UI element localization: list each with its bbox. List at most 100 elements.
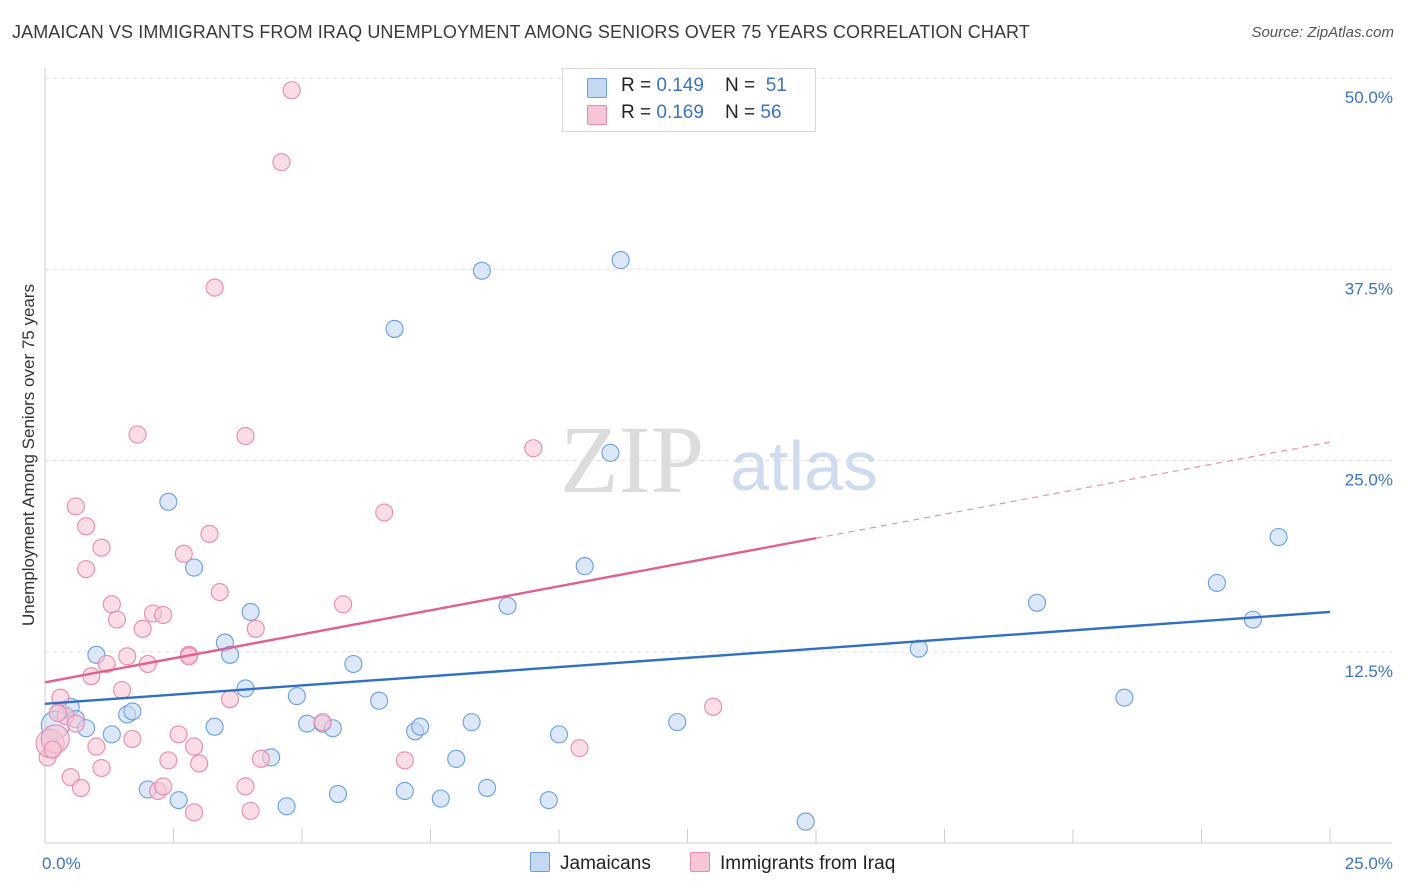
iraq-point-45 bbox=[282, 81, 301, 100]
iraq-point-42 bbox=[246, 619, 265, 638]
iraq-trend-extension bbox=[815, 441, 1331, 539]
jamaicans-point-40 bbox=[601, 443, 620, 462]
watermark-zip: ZIP bbox=[560, 406, 704, 513]
data-points bbox=[35, 81, 1288, 831]
correlation-legend: R = 0.149 N = 51 R = 0.169 N = 56 bbox=[562, 68, 816, 132]
iraq-point-30 bbox=[174, 544, 193, 563]
jamaicans-point-32 bbox=[447, 749, 466, 768]
iraq-point-22 bbox=[133, 619, 152, 638]
jamaicans-point-34 bbox=[472, 261, 491, 280]
iraq-point-10 bbox=[77, 560, 96, 579]
watermark-atlas: atlas bbox=[730, 427, 878, 505]
jamaicans-point-35 bbox=[477, 778, 497, 797]
y-tick-label-1: 25.0% bbox=[1345, 471, 1393, 490]
iraq-point-35 bbox=[200, 524, 219, 543]
iraq-point-27 bbox=[154, 777, 173, 796]
jamaicans-point-28 bbox=[395, 781, 414, 801]
jamaicans-point-25 bbox=[344, 654, 363, 674]
jamaicans-point-46 bbox=[1115, 688, 1134, 707]
bottom-legend-label-iraq: Immigrants from Iraq bbox=[720, 853, 896, 874]
jamaicans-point-31 bbox=[431, 789, 450, 808]
iraq-point-36 bbox=[205, 278, 224, 297]
iraq-point-48 bbox=[375, 503, 394, 522]
bottom-legend-label-jamaicans: Jamaicans bbox=[560, 853, 651, 874]
iraq-point-20 bbox=[123, 729, 142, 749]
iraq-point-33 bbox=[185, 803, 204, 822]
iraq-point-53 bbox=[43, 740, 62, 759]
bottom-legend-jamaicans: Jamaicans bbox=[530, 852, 651, 875]
jamaicans-point-26 bbox=[370, 691, 389, 710]
x-tick-label-min: 0.0% bbox=[42, 854, 81, 873]
jamaicans-point-20 bbox=[287, 687, 306, 706]
bottom-legend-iraq: Immigrants from Iraq bbox=[690, 852, 895, 875]
jamaicans-point-21 bbox=[298, 714, 317, 733]
jamaicans-point-13 bbox=[205, 717, 224, 736]
source-label: Source: ZipAtlas.com bbox=[1251, 24, 1394, 41]
y-tick-labels: 12.5% 25.0% 37.5% 50.0% bbox=[1345, 88, 1393, 681]
iraq-point-17 bbox=[107, 610, 127, 629]
jamaicans-point-30 bbox=[411, 717, 430, 736]
iraq-point-39 bbox=[236, 426, 255, 446]
jamaicans-point-39 bbox=[575, 557, 594, 576]
jamaicans-point-17 bbox=[241, 602, 260, 622]
iraq-point-41 bbox=[241, 801, 260, 820]
watermark: ZIP atlas bbox=[560, 406, 878, 513]
x-tick-labels: 0.0% 25.0% bbox=[42, 854, 1393, 873]
legend-n-label-2: N = bbox=[725, 102, 761, 123]
jamaicans-point-11 bbox=[169, 791, 188, 810]
jamaicans-point-43 bbox=[796, 812, 815, 831]
jamaicans-point-36 bbox=[498, 596, 517, 615]
legend-n-label-1: N = bbox=[725, 75, 761, 96]
iraq-point-34 bbox=[190, 754, 209, 773]
iraq-point-37 bbox=[210, 583, 229, 602]
iraq-point-15 bbox=[97, 654, 116, 674]
jamaicans-point-19 bbox=[277, 797, 296, 816]
jamaicans-point-24 bbox=[328, 784, 348, 804]
iraq-point-43 bbox=[251, 749, 270, 768]
jamaicans-point-48 bbox=[1269, 527, 1288, 547]
iraq-point-38 bbox=[220, 690, 240, 709]
iraq-point-14 bbox=[92, 538, 111, 557]
iraq-point-8 bbox=[71, 778, 91, 797]
axes bbox=[44, 68, 1392, 844]
jamaicans-point-27 bbox=[385, 319, 404, 338]
iraq-point-7 bbox=[66, 497, 85, 516]
trend-lines bbox=[44, 441, 1331, 705]
chart-title: JAMAICAN VS IMMIGRANTS FROM IRAQ UNEMPLO… bbox=[12, 22, 1030, 42]
legend-r-value-2: 0.169 bbox=[656, 102, 704, 123]
iraq-point-6 bbox=[66, 714, 85, 733]
bottom-legend-swatch-iraq bbox=[690, 852, 710, 872]
iraq-point-13 bbox=[92, 758, 111, 778]
legend-r-label-2: R = bbox=[621, 102, 657, 123]
iraq-point-54 bbox=[48, 703, 67, 723]
jamaicans-point-49 bbox=[1243, 610, 1262, 629]
iraq-point-32 bbox=[185, 737, 204, 756]
jamaicans-point-45 bbox=[1027, 593, 1047, 612]
x-tick-label-max: 25.0% bbox=[1345, 854, 1393, 873]
iraq-point-11 bbox=[82, 667, 101, 686]
iraq-point-47 bbox=[334, 595, 353, 614]
legend-swatch-iraq bbox=[587, 105, 607, 125]
iraq-point-21 bbox=[128, 425, 147, 444]
jamaicans-point-41 bbox=[611, 251, 630, 270]
jamaicans-point-8 bbox=[123, 702, 142, 721]
legend-n-value-1: 51 bbox=[765, 75, 787, 96]
jamaicans-point-42 bbox=[668, 713, 687, 732]
iraq-trend-line bbox=[44, 537, 817, 684]
iraq-point-28 bbox=[159, 751, 178, 770]
y-tick-label-3: 50.0% bbox=[1345, 88, 1393, 107]
y-tick-label-0: 12.5% bbox=[1345, 662, 1393, 681]
y-tick-label-2: 37.5% bbox=[1345, 279, 1393, 298]
jamaicans-point-6 bbox=[102, 725, 121, 744]
legend-n-value-2: 56 bbox=[760, 102, 782, 123]
y-axis-label: Unemployment Among Seniors over 75 years bbox=[19, 284, 38, 626]
iraq-point-46 bbox=[313, 713, 332, 732]
jamaicans-point-33 bbox=[462, 713, 481, 732]
iraq-point-9 bbox=[77, 517, 96, 536]
gridlines bbox=[45, 77, 1392, 653]
iraq-point-44 bbox=[272, 153, 291, 172]
jamaicans-point-38 bbox=[549, 725, 569, 744]
jamaicans-point-15 bbox=[220, 645, 240, 664]
iraq-point-12 bbox=[87, 737, 106, 756]
